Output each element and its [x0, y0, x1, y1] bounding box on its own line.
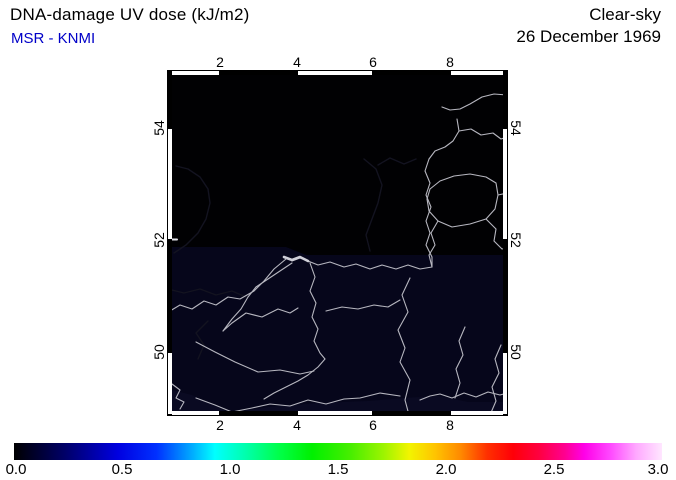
map-canvas — [168, 71, 507, 415]
border-segment — [168, 411, 220, 415]
colorbar-label-1.5: 1.5 — [327, 461, 349, 478]
border-segment — [168, 240, 172, 352]
map-border-left — [168, 71, 172, 415]
x-tick-bottom-8: 8 — [446, 417, 454, 433]
border-segment — [168, 128, 172, 240]
source-label: MSR - KNMI — [11, 30, 96, 47]
condition-label: Clear-sky — [589, 5, 661, 24]
x-tick-bottom-4: 4 — [293, 417, 301, 433]
border-segment — [503, 352, 507, 415]
border-segment — [503, 128, 507, 240]
border-segment — [450, 411, 507, 415]
y-tick-left-52: 52 — [151, 232, 167, 248]
border-segment — [220, 411, 297, 415]
y-tick-right-50: 50 — [508, 344, 524, 360]
y-tick-right-54: 54 — [508, 120, 524, 136]
x-tick-bottom-2: 2 — [216, 417, 224, 433]
border-segment — [168, 352, 172, 415]
colorbar-label-3.0: 3.0 — [647, 461, 669, 478]
y-tick-left-54: 54 — [151, 120, 167, 136]
colorbar-label-2.0: 2.0 — [435, 461, 457, 478]
map-border-right — [503, 71, 507, 415]
colorbar-label-0.0: 0.0 — [5, 461, 27, 478]
colorbar-gradient — [14, 443, 662, 460]
date-label: 26 December 1969 — [516, 27, 661, 46]
border-segment — [373, 71, 450, 75]
x-tick-top-4: 4 — [293, 54, 301, 70]
border-segment — [373, 411, 450, 415]
colorbar-label-0.5: 0.5 — [111, 461, 133, 478]
border-segment — [168, 71, 172, 128]
x-tick-bottom-6: 6 — [369, 417, 377, 433]
page-title: DNA-damage UV dose (kJ/m2) — [10, 5, 250, 24]
map-border-top — [168, 71, 507, 75]
y-tick-right-52: 52 — [508, 232, 524, 248]
border-segment — [297, 411, 373, 415]
border-segment — [503, 240, 507, 352]
border-segment — [297, 71, 373, 75]
colorbar-label-2.5: 2.5 — [543, 461, 565, 478]
border-segment — [168, 71, 220, 75]
border-segment — [450, 71, 507, 75]
border-segment — [220, 71, 297, 75]
y-tick-left-50: 50 — [151, 344, 167, 360]
x-tick-top-8: 8 — [446, 54, 454, 70]
colorbar-label-1.0: 1.0 — [219, 461, 241, 478]
x-tick-top-6: 6 — [369, 54, 377, 70]
x-tick-top-2: 2 — [216, 54, 224, 70]
border-segment — [503, 71, 507, 128]
map-border-bottom — [168, 411, 507, 415]
map-frame — [168, 71, 507, 415]
